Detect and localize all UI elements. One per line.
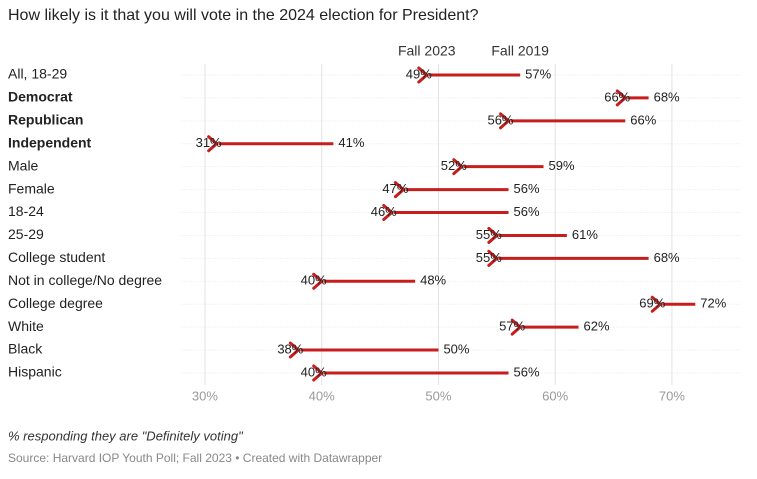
category-label: Democrat (8, 89, 73, 105)
legend-label: Fall 2019 (491, 43, 549, 59)
arrow (417, 66, 521, 84)
value-label: 47% (382, 181, 408, 196)
category-label: Independent (8, 134, 92, 150)
value-label: 66% (604, 89, 630, 104)
value-label: 40% (301, 273, 327, 288)
category-label: Male (8, 157, 39, 173)
arrow-head (650, 295, 662, 313)
chart-note: % responding they are "Definitely voting… (8, 428, 244, 443)
arrow-head (487, 226, 499, 244)
arrow-head (499, 112, 510, 130)
category-label: Black (8, 341, 43, 357)
arrow (650, 295, 696, 313)
arrow-head (393, 181, 405, 199)
value-label: 61% (572, 227, 598, 242)
value-label: 56% (514, 364, 540, 379)
arrow (510, 318, 579, 336)
arrow-head (615, 89, 627, 107)
value-label: 69% (639, 296, 665, 311)
value-label: 50% (443, 341, 469, 356)
category-label: All, 18-29 (8, 66, 67, 82)
x-tick-label: 60% (542, 388, 568, 403)
arrow-head (288, 341, 300, 359)
category-label: College degree (8, 295, 103, 311)
arrow-head (312, 364, 324, 382)
x-tick-label: 70% (659, 388, 685, 403)
x-tick-label: 40% (309, 388, 335, 403)
arrow (487, 249, 649, 267)
arrow (288, 341, 439, 359)
arrow-head (207, 135, 219, 153)
arrow (393, 181, 509, 199)
arrow-head (312, 272, 324, 290)
arrow (452, 158, 544, 176)
arrow (382, 204, 509, 222)
arrow-head (417, 66, 429, 84)
category-label: Female (8, 180, 55, 196)
value-label: 49% (406, 66, 432, 81)
value-label: 66% (630, 112, 656, 127)
category-label: 25-29 (8, 226, 44, 242)
category-label: Not in college/No degree (8, 272, 162, 288)
legend-label: Fall 2023 (398, 43, 456, 59)
value-label: 56% (514, 181, 540, 196)
category-label: Hispanic (8, 364, 62, 380)
x-tick-label: 50% (425, 388, 451, 403)
arrow (312, 272, 416, 290)
value-label: 62% (584, 319, 610, 334)
value-label: 41% (338, 135, 364, 150)
value-label: 31% (196, 135, 222, 150)
value-label: 57% (499, 319, 525, 334)
arrow-head (452, 158, 464, 176)
category-label: 18-24 (8, 203, 44, 219)
value-label: 40% (301, 364, 327, 379)
value-label: 57% (525, 66, 551, 81)
value-label: 68% (654, 89, 680, 104)
value-label: 55% (476, 227, 502, 242)
arrow-head (510, 318, 522, 336)
arrow (499, 112, 626, 130)
arrow-head (382, 204, 394, 222)
value-label: 72% (700, 296, 726, 311)
value-label: 46% (371, 204, 397, 219)
category-label: College student (8, 249, 105, 265)
value-label: 56% (487, 112, 513, 127)
value-label: 38% (277, 341, 303, 356)
value-label: 48% (420, 273, 446, 288)
category-label: Republican (8, 112, 83, 128)
value-label: 68% (654, 250, 680, 265)
value-label: 59% (549, 158, 575, 173)
value-label: 55% (476, 250, 502, 265)
chart-title: How likely is it that you will vote in t… (8, 7, 479, 24)
arrow (207, 135, 334, 153)
category-label: White (8, 318, 44, 334)
chart-source: Source: Harvard IOP Youth Poll; Fall 202… (8, 451, 382, 465)
arrow (487, 226, 567, 244)
arrow-head (487, 249, 499, 267)
x-tick-label: 30% (192, 388, 218, 403)
arrow (615, 89, 649, 107)
value-label: 56% (514, 204, 540, 219)
arrow (312, 364, 509, 382)
value-label: 52% (441, 158, 467, 173)
